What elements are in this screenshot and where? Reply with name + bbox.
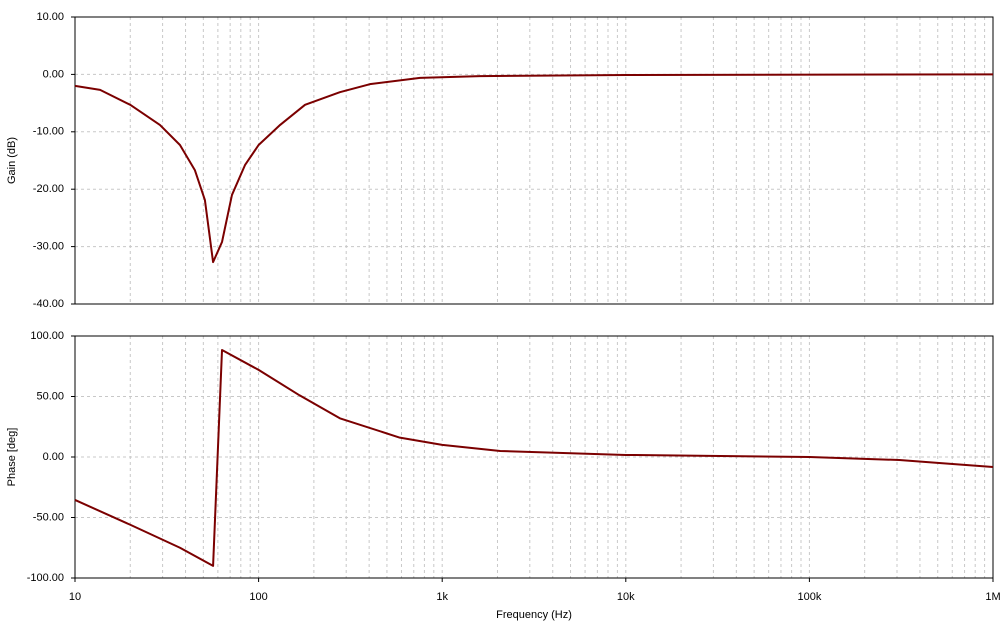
y-tick-label: 0.00	[43, 451, 64, 463]
plot-frame	[74, 335, 994, 579]
y-axis-label: Gain (dB)	[6, 137, 18, 184]
y-tick-label: -100.00	[27, 572, 64, 584]
x-tick-label: 100k	[797, 591, 821, 603]
x-tick-label: 10	[69, 591, 81, 603]
y-tick-label: 10.00	[36, 11, 64, 23]
x-tick-label: 100	[249, 591, 267, 603]
x-axis-label: Frequency (Hz)	[496, 609, 572, 621]
data-line	[74, 349, 994, 567]
x-tick-label: 1k	[436, 591, 448, 603]
x-tick-label: 10k	[617, 591, 635, 603]
plot-frame	[74, 16, 994, 305]
y-tick-label: 50.00	[36, 390, 64, 402]
data-line	[74, 73, 994, 264]
x-tick-label: 1M	[985, 591, 1000, 603]
y-tick-label: -30.00	[33, 241, 64, 253]
y-tick-label: -50.00	[33, 511, 64, 523]
y-tick-label: 100.00	[30, 330, 64, 342]
y-axis-label: Phase [deg]	[6, 428, 18, 487]
y-tick-label: -40.00	[33, 298, 64, 310]
y-tick-label: -20.00	[33, 183, 64, 195]
y-tick-label: -10.00	[33, 126, 64, 138]
y-tick-label: 0.00	[43, 68, 64, 80]
